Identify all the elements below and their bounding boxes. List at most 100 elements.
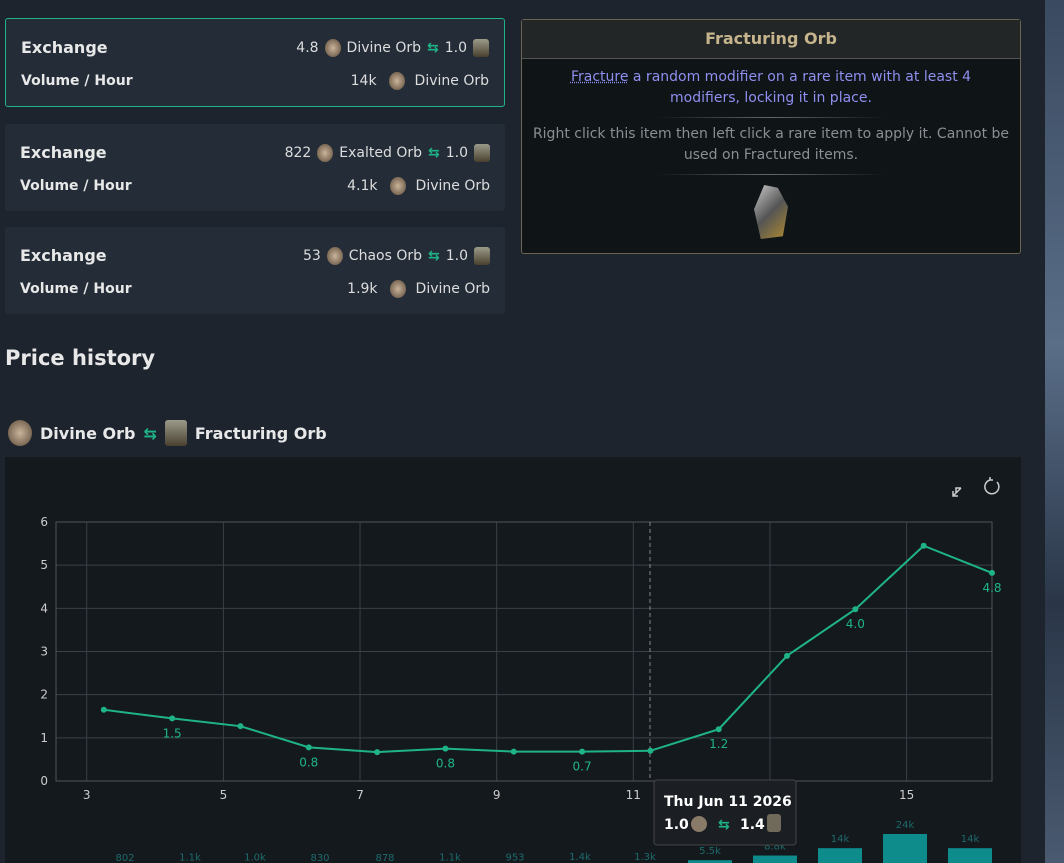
volume-label: 8.8k: [764, 842, 786, 853]
volume-amount: 1.9k: [347, 281, 378, 297]
plot-frame: [55, 521, 993, 782]
point: [920, 542, 927, 549]
item-icon: [317, 143, 334, 162]
y-tick-label: 2: [40, 688, 48, 702]
exchange-card: Exchange 53 Chaos Orb ⇆ 1.0 Volume / Hour 1.9k…: [5, 227, 505, 314]
volume-row: Volume / Hour 1.9k Divine Orb: [20, 280, 490, 298]
value-label: 4.8: [982, 581, 1001, 595]
rate: 53 Chaos Orb ⇆ 1.0: [302, 246, 490, 265]
point: [305, 744, 312, 751]
pay-amount: 4.8: [296, 39, 319, 56]
item-icon: [691, 816, 707, 832]
pay-amount: 53: [302, 247, 321, 264]
separator: [656, 117, 886, 118]
point: [442, 745, 449, 752]
item-icon: [389, 280, 406, 298]
chart: 012345635791113151.50.80.80.71.24.04.880…: [5, 457, 1021, 863]
point: [237, 723, 244, 730]
volume: 1.9k Divine Orb: [347, 280, 490, 298]
point: [100, 706, 107, 713]
separator: [656, 174, 886, 175]
item-title: Fracturing Orb: [522, 20, 1020, 59]
tooltip-from: 1.0: [664, 817, 689, 833]
x-tick-label: 11: [626, 788, 641, 802]
row-label: Volume / Hour: [20, 281, 132, 297]
swap-icon: ⇆: [428, 247, 440, 264]
point: [852, 606, 859, 613]
value-label: 0.8: [299, 755, 318, 769]
value-label: 0.8: [436, 757, 455, 771]
volume-label: 878: [375, 853, 394, 863]
exchange-card: Exchange 822 Exalted Orb ⇆ 1.0 Volume / Hour 4…: [5, 124, 505, 211]
divine-icon: [8, 420, 32, 446]
tooltip: Thu Jun 11 2026 1.0 ⇆ 1.4: [653, 779, 797, 846]
y-tick-label: 1: [40, 731, 48, 745]
volume-item: Divine Orb: [415, 281, 490, 297]
price-line: [103, 544, 993, 754]
exchange-card: Exchange 4.8 Divine Orb ⇆ 1.0 Volume / Hour 14…: [5, 18, 505, 107]
volume-label: 14k: [831, 834, 850, 845]
volume-bar: [688, 860, 732, 863]
pair-row: Divine Orb ⇆ Fracturing Orb: [8, 420, 327, 446]
volume: 14k Divine Orb: [351, 72, 489, 90]
pair-to: Fracturing Orb: [194, 423, 327, 443]
x-tick-label: 9: [493, 788, 501, 802]
x-tick-label: 5: [220, 788, 228, 802]
swap-icon[interactable]: ⇆: [143, 423, 157, 443]
pay-amount: 822: [284, 144, 312, 161]
swap-icon: ⇆: [427, 39, 439, 56]
y-tick-label: 5: [40, 558, 48, 572]
point: [579, 748, 586, 755]
get-amount: 1.0: [445, 144, 468, 161]
volume-label: 830: [310, 853, 329, 863]
volume-amount: 4.1k: [347, 178, 378, 194]
volume-amount: 14k: [350, 73, 377, 89]
point: [510, 748, 517, 755]
y-tick-label: 6: [40, 515, 48, 529]
x-tick-label: 15: [899, 788, 914, 802]
item-icon: [474, 246, 490, 265]
tooltip-date: Thu Jun 11 2026: [664, 794, 792, 810]
point: [647, 747, 654, 754]
row-label: Exchange: [20, 246, 107, 265]
swap-icon: ⇆: [718, 817, 730, 833]
point: [989, 569, 995, 576]
rate: 822 Exalted Orb ⇆ 1.0: [284, 143, 490, 162]
volume-bar: [818, 848, 862, 863]
rate: 4.8 Divine Orb ⇆ 1.0: [296, 38, 489, 57]
item-icon: [767, 814, 781, 832]
exchange-row: Exchange 4.8 Divine Orb ⇆ 1.0: [21, 38, 489, 57]
keyword[interactable]: Fracture: [570, 69, 629, 85]
get-amount: 1.0: [445, 247, 468, 264]
volume-bar: [883, 834, 927, 863]
section-title: Price history: [5, 346, 156, 370]
value-label: 1.2: [709, 737, 728, 751]
toolbar[interactable]: [952, 477, 1000, 497]
y-tick-label: 0: [40, 774, 48, 788]
background-art: [1045, 0, 1064, 863]
volume-label: 1.4k: [569, 852, 591, 863]
row-label: Exchange: [20, 143, 107, 162]
tooltip-to: 1.4: [740, 817, 765, 833]
description-text: a random modifier on a rare item with at…: [628, 69, 972, 106]
row-label: Volume / Hour: [21, 73, 133, 89]
y-tick-label: 4: [40, 601, 48, 615]
volume-bar: [948, 848, 992, 863]
item-icon: [324, 38, 341, 57]
row-label: Volume / Hour: [20, 178, 132, 194]
item-usage: Right click this item then left click a …: [532, 126, 1010, 163]
volume-row: Volume / Hour 4.1k Divine Orb: [20, 177, 490, 195]
volume: 4.1k Divine Orb: [347, 177, 490, 195]
item-icon: [326, 246, 343, 265]
item-icon: [388, 72, 405, 90]
point: [374, 749, 381, 756]
item-icon: [754, 185, 788, 239]
pay-item: Exalted Orb: [339, 144, 422, 161]
volume-row: Volume / Hour 14k Divine Orb: [21, 72, 489, 90]
volume-item: Divine Orb: [415, 178, 490, 194]
item-icon: [473, 38, 489, 57]
point: [715, 726, 722, 733]
tooltip-box: [653, 779, 797, 846]
volume-item: Divine Orb: [414, 73, 489, 89]
volume-label: 14k: [961, 834, 980, 845]
